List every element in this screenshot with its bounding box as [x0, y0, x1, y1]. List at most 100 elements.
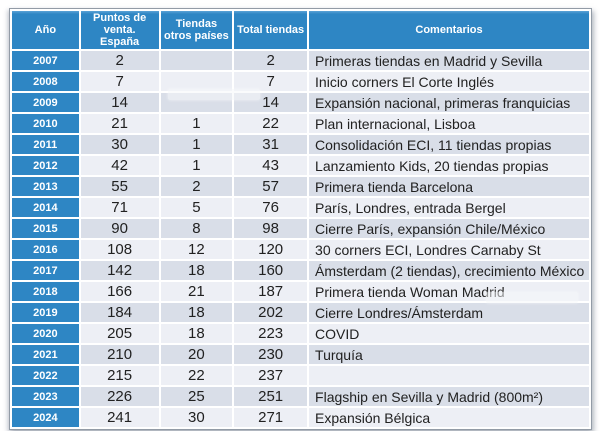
comment-cell: Consolidación ECI, 11 tiendas propias	[309, 135, 589, 154]
total-stores-cell: 14	[234, 93, 308, 112]
other-countries-cell: 1	[160, 156, 233, 175]
other-countries-cell: 18	[160, 303, 233, 322]
total-stores-cell: 251	[234, 387, 308, 406]
year-cell: 2008	[12, 72, 79, 91]
year-cell: 2023	[12, 387, 79, 406]
spain-stores-cell: 7	[80, 72, 159, 91]
year-cell: 2010	[12, 114, 79, 133]
other-countries-cell	[160, 93, 233, 112]
year-cell: 2016	[12, 240, 79, 259]
spain-stores-cell: 241	[80, 408, 159, 427]
table-row: 2007 2 2 Primeras tiendas en Madrid y Sevil…	[12, 51, 589, 70]
total-stores-cell: 76	[234, 198, 308, 217]
year-cell: 2009	[12, 93, 79, 112]
comment-cell: Ámsterdam (2 tiendas), crecimiento Méxic…	[309, 261, 589, 280]
table-row: 2019 184 18 202 Cierre Londres/Ámsterdam	[12, 303, 589, 322]
spain-stores-cell: 108	[80, 240, 159, 259]
spain-stores-cell: 90	[80, 219, 159, 238]
spain-stores-cell: 205	[80, 324, 159, 343]
other-countries-cell: 8	[160, 219, 233, 238]
other-countries-cell	[160, 72, 233, 91]
column-header-other-countries: Tiendas otros países	[160, 11, 233, 49]
comment-cell	[309, 366, 589, 385]
other-countries-cell: 30	[160, 408, 233, 427]
total-stores-cell: 22	[234, 114, 308, 133]
other-countries-cell: 2	[160, 177, 233, 196]
table-row: 2015 90 8 98 Cierre París, expansión Chile/M…	[12, 219, 589, 238]
comment-cell: Inicio corners El Corte Inglés	[309, 72, 589, 91]
comment-cell: Cierre París, expansión Chile/México	[309, 219, 589, 238]
header-row: Año Puntos de venta. España Tiendas otro…	[12, 11, 589, 49]
total-stores-cell: 160	[234, 261, 308, 280]
column-header-spain-stores: Puntos de venta. España	[80, 11, 159, 49]
total-stores-cell: 43	[234, 156, 308, 175]
table-row: 2023 226 25 251 Flagship en Sevilla y Madrid…	[12, 387, 589, 406]
spain-stores-cell: 215	[80, 366, 159, 385]
other-countries-cell: 18	[160, 261, 233, 280]
other-countries-cell: 18	[160, 324, 233, 343]
table-row: 2022 215 22 237	[12, 366, 589, 385]
total-stores-cell: 120	[234, 240, 308, 259]
comment-cell: Primeras tiendas en Madrid y Sevilla	[309, 51, 589, 70]
total-stores-cell: 223	[234, 324, 308, 343]
table-row: 2014 71 5 76 París, Londres, entrada Bergel	[12, 198, 589, 217]
year-cell: 2007	[12, 51, 79, 70]
total-stores-cell: 57	[234, 177, 308, 196]
column-header-total-stores: Total tiendas	[234, 11, 308, 49]
spain-stores-cell: 166	[80, 282, 159, 301]
year-cell: 2018	[12, 282, 79, 301]
table-row: 2009 14 14 Expansión nacional, primeras fra…	[12, 93, 589, 112]
table-header: Año Puntos de venta. España Tiendas otro…	[12, 11, 589, 49]
other-countries-cell: 1	[160, 135, 233, 154]
total-stores-cell: 202	[234, 303, 308, 322]
year-cell: 2017	[12, 261, 79, 280]
year-cell: 2013	[12, 177, 79, 196]
comment-cell: Expansión nacional, primeras franquicias	[309, 93, 589, 112]
comment-cell: París, Londres, entrada Bergel	[309, 198, 589, 217]
comment-cell: 30 corners ECI, Londres Carnaby St	[309, 240, 589, 259]
spain-stores-cell: 2	[80, 51, 159, 70]
comment-cell: Cierre Londres/Ámsterdam	[309, 303, 589, 322]
year-cell: 2011	[12, 135, 79, 154]
total-stores-cell: 237	[234, 366, 308, 385]
table-row: 2016 108 12 120 30 corners ECI, Londres Carn…	[12, 240, 589, 259]
table-row: 2011 30 1 31 Consolidación ECI, 11 tiendas p…	[12, 135, 589, 154]
spain-stores-cell: 14	[80, 93, 159, 112]
comment-cell: Turquía	[309, 345, 589, 364]
table-body: 2007 2 2 Primeras tiendas en Madrid y Sevil…	[12, 51, 589, 427]
table-row: 2020 205 18 223 COVID	[12, 324, 589, 343]
year-cell: 2021	[12, 345, 79, 364]
comment-cell: Primera tienda Woman Madrid	[309, 282, 589, 301]
comment-cell: Lanzamiento Kids, 20 tiendas propias	[309, 156, 589, 175]
other-countries-cell: 21	[160, 282, 233, 301]
column-header-year: Año	[12, 11, 79, 49]
year-cell: 2014	[12, 198, 79, 217]
spain-stores-cell: 142	[80, 261, 159, 280]
other-countries-cell: 12	[160, 240, 233, 259]
total-stores-cell: 271	[234, 408, 308, 427]
spain-stores-cell: 184	[80, 303, 159, 322]
table-row: 2021 210 20 230 Turquía	[12, 345, 589, 364]
table-row: 2013 55 2 57 Primera tienda Barcelona	[12, 177, 589, 196]
total-stores-cell: 7	[234, 72, 308, 91]
comment-cell: Primera tienda Barcelona	[309, 177, 589, 196]
spain-stores-cell: 21	[80, 114, 159, 133]
comment-cell: Flagship en Sevilla y Madrid (800m²)	[309, 387, 589, 406]
year-cell: 2024	[12, 408, 79, 427]
year-cell: 2012	[12, 156, 79, 175]
other-countries-cell: 25	[160, 387, 233, 406]
other-countries-cell: 1	[160, 114, 233, 133]
spain-stores-cell: 226	[80, 387, 159, 406]
year-cell: 2019	[12, 303, 79, 322]
other-countries-cell: 22	[160, 366, 233, 385]
year-cell: 2015	[12, 219, 79, 238]
spain-stores-cell: 42	[80, 156, 159, 175]
table-row: 2024 241 30 271 Expansión Bélgica	[12, 408, 589, 427]
column-header-comments: Comentarios	[309, 11, 589, 49]
table-row: 2008 7 7 Inicio corners El Corte Inglés	[12, 72, 589, 91]
year-cell: 2020	[12, 324, 79, 343]
stores-timeline-table: Año Puntos de venta. España Tiendas otro…	[9, 8, 592, 430]
spain-stores-cell: 55	[80, 177, 159, 196]
spain-stores-cell: 71	[80, 198, 159, 217]
total-stores-cell: 2	[234, 51, 308, 70]
